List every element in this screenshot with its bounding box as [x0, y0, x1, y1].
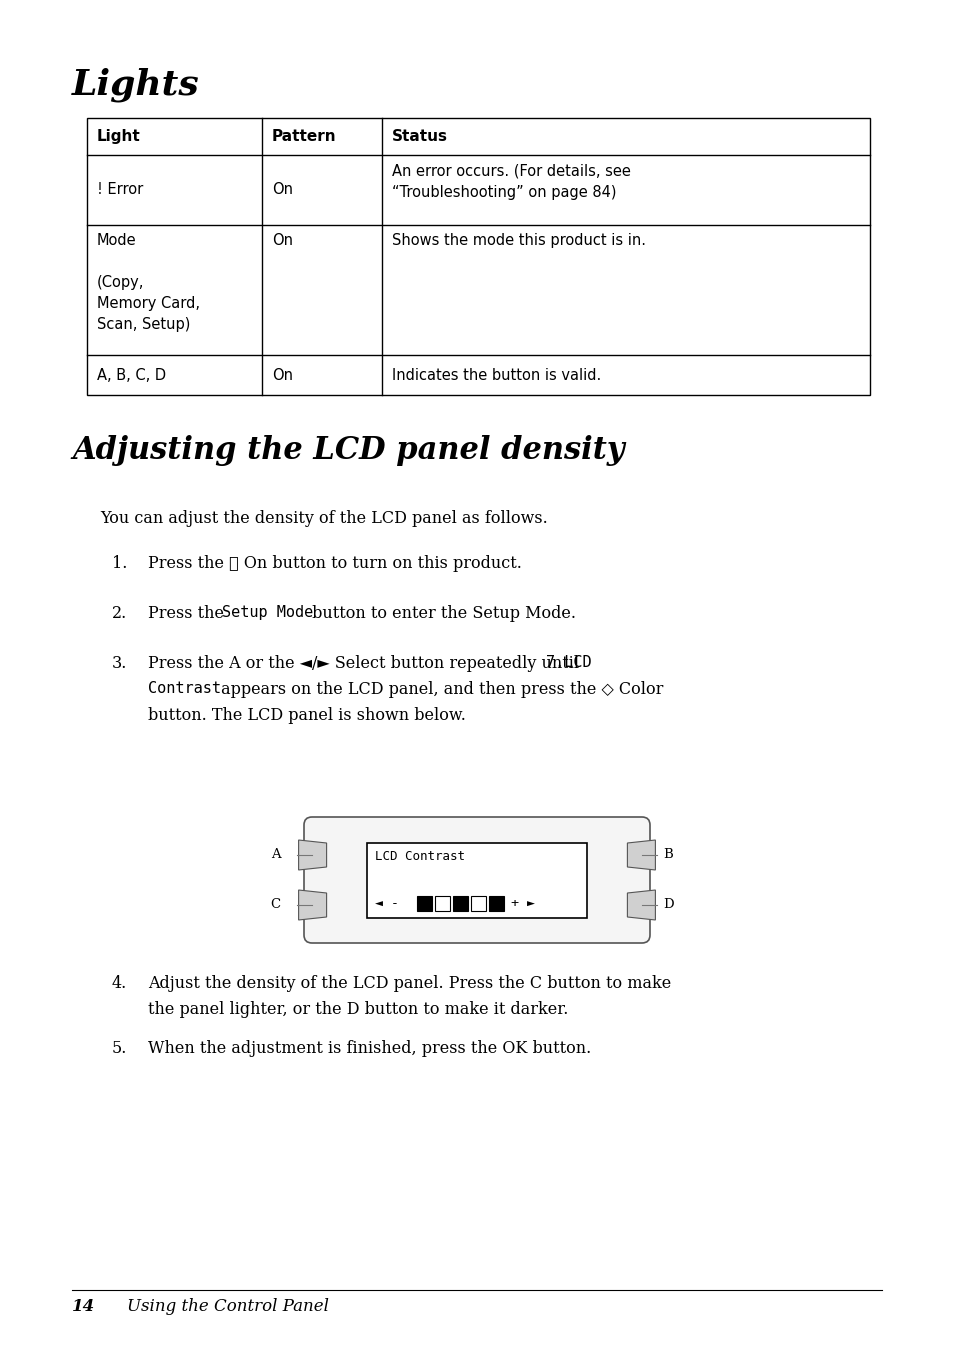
Text: Setup Mode: Setup Mode [222, 604, 313, 621]
Bar [471, 896, 485, 911]
Text: appears on the LCD panel, and then press the ◇ Color: appears on the LCD panel, and then press… [215, 681, 662, 698]
Text: 3.: 3. [112, 654, 128, 672]
Bar [453, 896, 468, 911]
Bar [87, 118, 869, 395]
Text: On: On [272, 183, 293, 197]
Text: 7.LCD: 7.LCD [545, 654, 591, 671]
Text: You can adjust the density of the LCD panel as follows.: You can adjust the density of the LCD pa… [100, 510, 547, 527]
Text: B: B [662, 849, 673, 861]
FancyBboxPatch shape [304, 817, 649, 942]
Text: 1.: 1. [112, 556, 128, 572]
Text: D: D [662, 899, 674, 911]
Bar [416, 896, 432, 911]
Text: Press the ⏻ On button to turn on this product.: Press the ⏻ On button to turn on this pr… [148, 556, 521, 572]
Text: Lights: Lights [71, 68, 199, 103]
Text: C: C [271, 899, 280, 911]
Text: + ►: + ► [511, 896, 535, 910]
Text: button to enter the Setup Mode.: button to enter the Setup Mode. [307, 604, 576, 622]
Text: Adjust the density of the LCD panel. Press the C button to make: Adjust the density of the LCD panel. Pre… [148, 975, 671, 992]
Polygon shape [298, 890, 326, 919]
Bar [489, 896, 503, 911]
Polygon shape [627, 890, 655, 919]
Text: On: On [272, 233, 293, 247]
Text: Shows the mode this product is in.: Shows the mode this product is in. [392, 233, 645, 247]
Text: Indicates the button is valid.: Indicates the button is valid. [392, 368, 600, 383]
Text: ◄ -: ◄ - [375, 896, 398, 910]
Text: 5.: 5. [112, 1040, 128, 1057]
Text: A, B, C, D: A, B, C, D [97, 368, 166, 383]
Text: Contrast: Contrast [148, 681, 221, 696]
Text: Adjusting the LCD panel density: Adjusting the LCD panel density [71, 435, 624, 466]
Text: Using the Control Panel: Using the Control Panel [127, 1298, 329, 1315]
Text: A: A [271, 849, 280, 861]
Text: LCD Contrast: LCD Contrast [375, 850, 464, 864]
Bar [435, 896, 450, 911]
Text: Mode

(Copy,
Memory Card,
Scan, Setup): Mode (Copy, Memory Card, Scan, Setup) [97, 233, 200, 333]
Text: Light: Light [97, 128, 141, 145]
Polygon shape [298, 840, 326, 869]
Text: An error occurs. (For details, see
“Troubleshooting” on page 84): An error occurs. (For details, see “Trou… [392, 164, 630, 200]
Text: 14: 14 [71, 1298, 95, 1315]
Text: button. The LCD panel is shown below.: button. The LCD panel is shown below. [148, 707, 465, 725]
Text: Status: Status [392, 128, 448, 145]
Bar [367, 842, 586, 918]
Text: 4.: 4. [112, 975, 127, 992]
Text: Pattern: Pattern [272, 128, 336, 145]
Text: Press the A or the ◄/► Select button repeatedly until: Press the A or the ◄/► Select button rep… [148, 654, 583, 672]
Polygon shape [627, 840, 655, 869]
Text: the panel lighter, or the D button to make it darker.: the panel lighter, or the D button to ma… [148, 1000, 568, 1018]
Text: On: On [272, 368, 293, 383]
Text: Press the: Press the [148, 604, 229, 622]
Text: When the adjustment is finished, press the OK button.: When the adjustment is finished, press t… [148, 1040, 591, 1057]
Text: ! Error: ! Error [97, 183, 143, 197]
Text: 2.: 2. [112, 604, 127, 622]
